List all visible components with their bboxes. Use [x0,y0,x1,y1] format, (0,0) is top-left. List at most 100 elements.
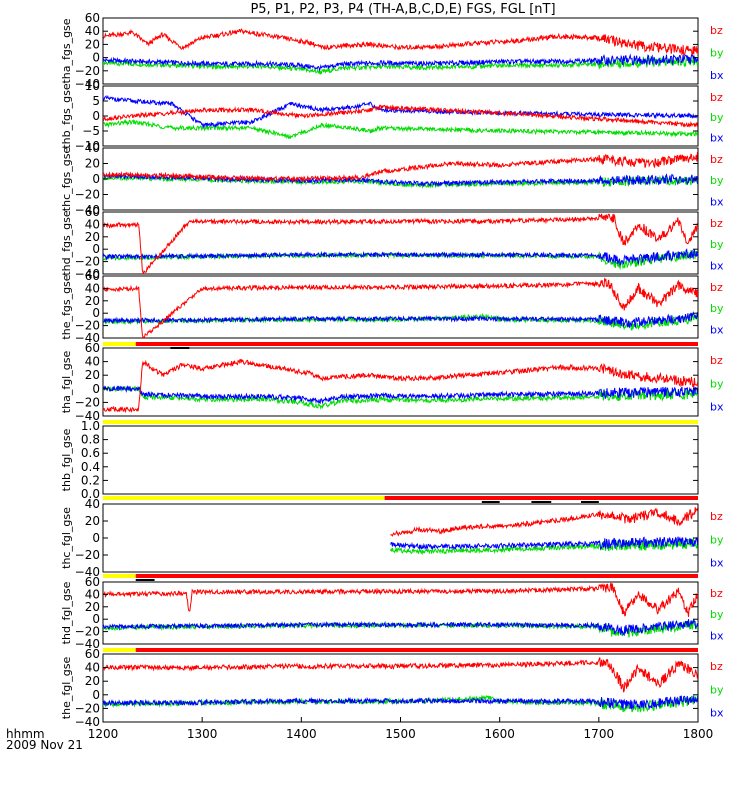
legend-bx: bx [710,556,724,569]
y-tick-label: 0.4 [81,460,100,474]
legend-bz: bz [710,660,723,673]
y-tick-label: 60 [85,205,100,219]
series-line-bx [103,310,698,329]
mode-fast-segment [135,648,699,652]
legend-by: by [710,533,724,546]
burst-segment [481,501,500,503]
y-tick-label: 20 [85,600,100,614]
x-tick-label: 1700 [584,727,615,741]
x-axis: 1200 1300 1400 1500 1600 1700 1800 [88,717,714,741]
series-line-bx [103,695,698,711]
x-tick-label: 1600 [484,727,515,741]
legend-by: by [710,238,724,251]
y-tick-label: 60 [85,575,100,589]
legend-bx: bx [710,259,724,272]
x-axis-label-hhmm: hhmm [6,727,45,741]
panel-ylabel: thb_fgl_gse [60,428,73,491]
y-tick-label: 0 [92,531,100,545]
burst-segment [580,501,599,503]
panel-frame [102,581,699,645]
y-tick-label: 20 [85,514,100,528]
legend-bx: bx [710,132,724,145]
mode-bar [103,342,699,349]
series-line-by [103,385,698,410]
y-tick-label: −40 [75,715,100,729]
y-tick-label: 0 [92,242,100,256]
y-tick-label: 60 [85,11,100,25]
x-tick-label: 1800 [683,727,714,741]
series-line-bz [103,151,698,183]
y-tick-label: 60 [85,341,100,355]
y-tick-label: −20 [75,701,100,715]
panel-ylabel: the_fgs_gse [60,274,73,339]
x-tick-label: 1200 [88,727,119,741]
mode-slow-segment [103,342,136,346]
y-tick-label: 5 [92,94,100,108]
series-line-by [103,55,698,76]
legend-by: by [710,46,724,59]
mode-fast-segment [135,574,699,578]
y-tick-label: −20 [75,319,100,333]
legend-bz: bz [710,91,723,104]
y-tick-label: 20 [85,368,100,382]
y-tick-label: 0 [92,382,100,396]
y-tick-label: −10 [75,139,100,153]
y-tick-label: 0 [92,109,100,123]
y-tick-label: 0 [92,612,100,626]
y-tick-label: −20 [75,64,100,78]
chart-title: P5, P1, P2, P3, P4 (TH-A,B,C,D,E) FGS, F… [250,2,555,17]
y-tick-label: 1.0 [81,419,100,433]
legend-bz: bz [710,354,723,367]
y-tick-label: 40 [85,24,100,38]
mode-bars-group [103,342,699,652]
panel-frame [102,17,699,85]
panel-ylabel: thd_fgs_gse [60,210,73,276]
x-axis-label-date: 2009 Nov 21 [6,738,83,752]
series-line-bz [103,657,698,693]
panel-thb_fgl_gse: 1.00.80.60.40.20.0 thb_fgl_gse [60,419,699,501]
panel-ylabel: thb_fgs_gse [60,83,73,149]
panel-frame [102,503,699,573]
legend-bz: bz [710,217,723,230]
mode-bar [103,496,698,503]
series-line-bx [103,53,698,72]
legend-bx: bx [710,706,724,719]
y-tick-label: 20 [85,37,100,51]
series-line-bx [103,248,698,266]
mode-slow-segment [103,420,698,424]
y-tick-label: 0.2 [81,473,100,487]
y-tick-label: 60 [85,269,100,283]
legend-bz: bz [710,587,723,600]
legend-by: by [710,608,724,621]
legend-bx: bx [710,195,724,208]
legend-by: by [710,174,724,187]
y-tick-label: 60 [85,647,100,661]
y-tick-label: −40 [75,267,100,281]
panel-frame [102,347,699,417]
mode-slow-segment [103,496,385,500]
mode-slow-segment [103,648,136,652]
mode-slow-segment [103,574,136,578]
y-tick-label: 40 [85,497,100,511]
y-tick-label: −40 [75,203,100,217]
x-tick-label: 1300 [187,727,218,741]
panel-ylabel: the_fgl_gse [60,657,73,720]
y-tick-label: 0 [92,688,100,702]
series-line-bz [103,358,698,414]
y-tick-label: 20 [85,294,100,308]
series-line-by [103,312,698,331]
panel-frame [102,425,699,495]
panel-ylabel: thd_fgl_gse [60,581,73,644]
series-line-bz [103,104,698,128]
burst-segment [135,579,155,581]
y-tick-label: 40 [85,661,100,675]
series-line-bz [103,582,698,617]
y-tick-label: 40 [85,141,100,155]
mode-fast-segment [135,342,699,346]
